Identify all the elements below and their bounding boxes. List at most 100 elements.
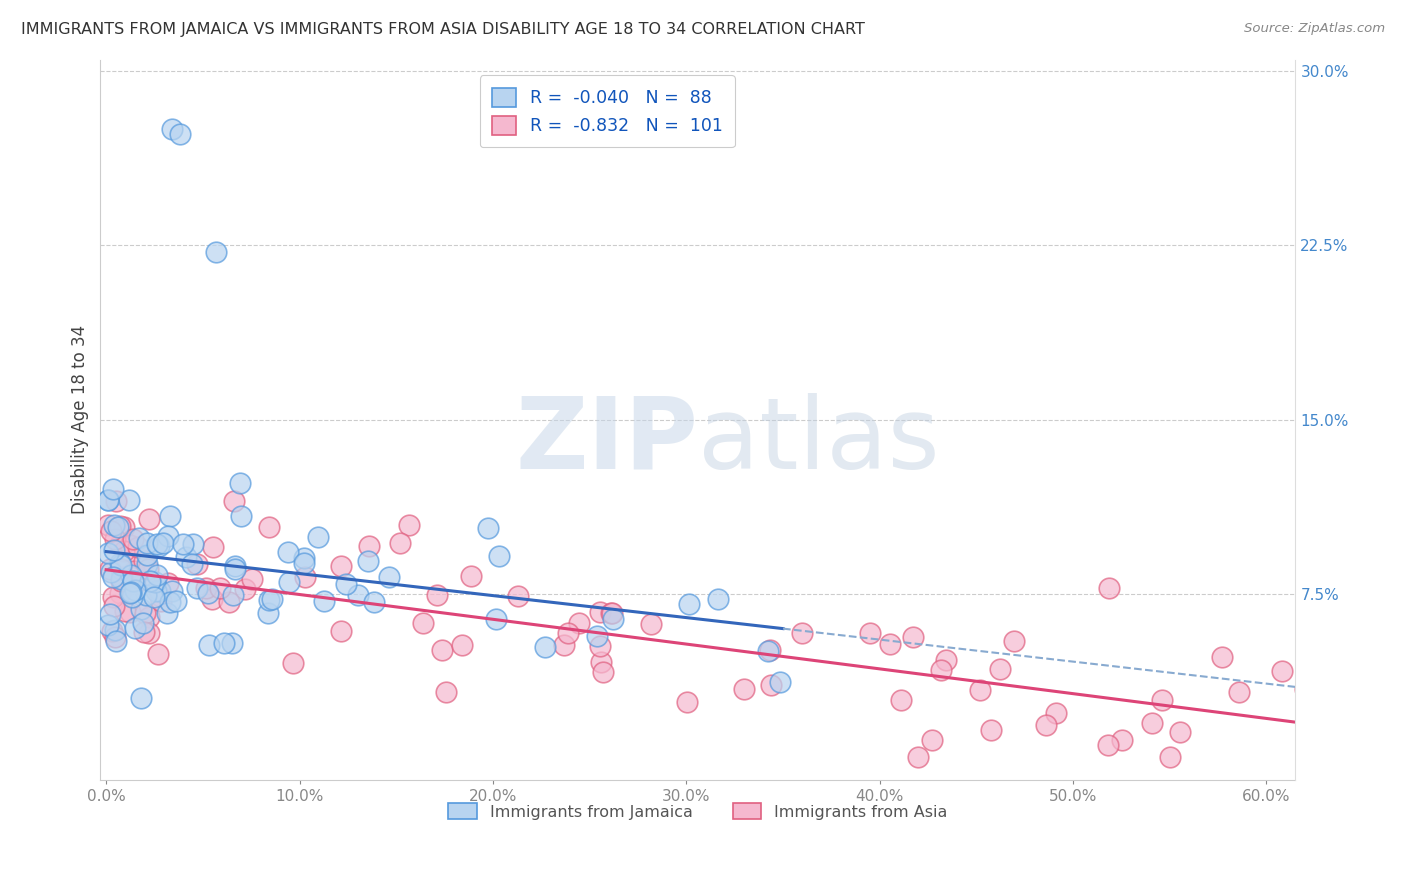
- Point: [139, 574, 162, 589]
- Point: [200, 592, 222, 607]
- Point: [426, 587, 449, 601]
- Point: [160, 584, 183, 599]
- Point: [790, 626, 813, 640]
- Point: [292, 551, 315, 566]
- Point: [107, 520, 129, 534]
- Point: [97, 492, 120, 507]
- Point: [676, 695, 699, 709]
- Point: [97, 546, 120, 560]
- Point: [231, 509, 253, 524]
- Point: [281, 656, 304, 670]
- Point: [108, 556, 131, 570]
- Point: [104, 494, 127, 508]
- Point: [224, 562, 246, 576]
- Point: [430, 643, 453, 657]
- Point: [103, 570, 125, 584]
- Y-axis label: Disability Age 18 to 34: Disability Age 18 to 34: [72, 326, 89, 515]
- Point: [879, 637, 901, 651]
- Point: [181, 558, 204, 572]
- Point: [100, 565, 122, 579]
- Point: [145, 584, 167, 599]
- Point: [292, 556, 315, 570]
- Point: [143, 575, 166, 590]
- Point: [118, 605, 141, 619]
- Point: [858, 626, 880, 640]
- Point: [259, 520, 281, 534]
- Point: [172, 537, 194, 551]
- Point: [110, 558, 132, 573]
- Point: [108, 537, 131, 551]
- Point: [97, 493, 120, 508]
- Point: [124, 621, 146, 635]
- Point: [120, 567, 142, 582]
- Point: [134, 554, 156, 568]
- Point: [209, 581, 232, 595]
- Point: [129, 602, 152, 616]
- Point: [314, 594, 336, 608]
- Point: [277, 545, 299, 559]
- Point: [149, 589, 172, 603]
- Text: ZIP: ZIP: [515, 392, 697, 490]
- Point: [260, 591, 283, 606]
- Point: [307, 530, 329, 544]
- Point: [477, 520, 499, 534]
- Point: [110, 562, 132, 576]
- Point: [114, 603, 136, 617]
- Point: [120, 585, 142, 599]
- Point: [485, 612, 508, 626]
- Point: [412, 616, 434, 631]
- Point: [980, 723, 1002, 737]
- Point: [108, 519, 131, 533]
- Point: [1211, 649, 1233, 664]
- Point: [103, 590, 125, 604]
- Point: [198, 638, 221, 652]
- Point: [1098, 581, 1121, 595]
- Point: [1111, 732, 1133, 747]
- Point: [138, 609, 160, 624]
- Point: [240, 573, 263, 587]
- Point: [149, 584, 172, 599]
- Point: [97, 518, 120, 533]
- Point: [118, 586, 141, 600]
- Point: [156, 606, 179, 620]
- Point: [450, 639, 472, 653]
- Point: [159, 509, 181, 524]
- Point: [98, 561, 121, 575]
- Point: [228, 475, 250, 490]
- Point: [108, 585, 131, 599]
- Point: [112, 520, 135, 534]
- Point: [931, 663, 953, 677]
- Point: [197, 585, 219, 599]
- Point: [134, 624, 156, 639]
- Point: [398, 517, 420, 532]
- Point: [969, 683, 991, 698]
- Point: [112, 544, 135, 558]
- Point: [1097, 738, 1119, 752]
- Point: [103, 599, 125, 614]
- Point: [104, 630, 127, 644]
- Point: [600, 606, 623, 620]
- Point: [124, 564, 146, 578]
- Point: [136, 548, 159, 562]
- Text: atlas: atlas: [697, 392, 939, 490]
- Point: [759, 678, 782, 692]
- Point: [557, 626, 579, 640]
- Point: [221, 635, 243, 649]
- Point: [120, 538, 142, 552]
- Point: [357, 553, 380, 567]
- Point: [257, 606, 280, 620]
- Point: [1271, 665, 1294, 679]
- Point: [363, 595, 385, 609]
- Point: [534, 640, 557, 655]
- Point: [174, 550, 197, 565]
- Point: [330, 624, 353, 639]
- Point: [169, 127, 191, 141]
- Point: [159, 594, 181, 608]
- Point: [104, 623, 127, 637]
- Point: [136, 562, 159, 576]
- Point: [103, 482, 125, 496]
- Point: [143, 590, 166, 604]
- Point: [117, 493, 139, 508]
- Point: [146, 647, 169, 661]
- Point: [224, 494, 246, 508]
